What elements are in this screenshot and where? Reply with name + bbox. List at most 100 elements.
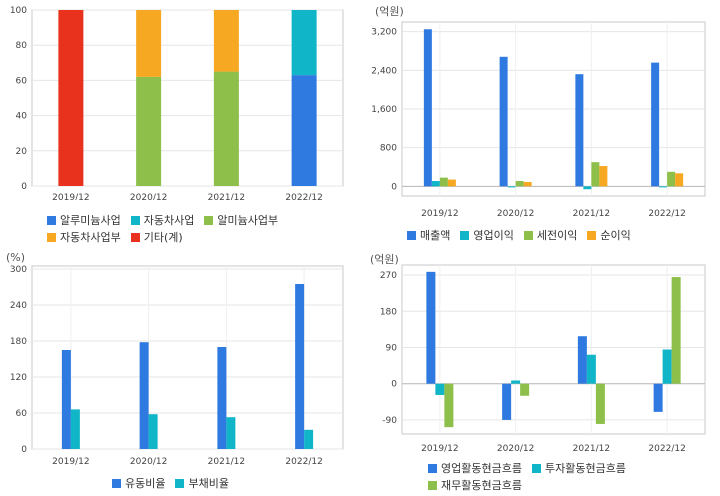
income-unit-label: (억원) — [375, 5, 404, 18]
bar — [599, 166, 608, 187]
bar — [507, 186, 516, 188]
legend-swatch — [460, 231, 470, 240]
y-tick-label: 0 — [391, 182, 397, 192]
bar — [148, 414, 158, 449]
legend-label: 알미늄사업부 — [217, 214, 279, 227]
legend-swatch — [204, 216, 214, 225]
bar — [304, 429, 314, 449]
x-tick-label: 2022/12 — [648, 209, 685, 219]
bar-segment — [58, 10, 84, 186]
x-tick-label: 2020/12 — [497, 209, 534, 219]
legend-item: 부채비율 — [175, 475, 229, 492]
bar — [431, 181, 440, 187]
y-tick-label: 2,400 — [371, 66, 397, 76]
legend-item: 영업활동현금흐름 — [428, 460, 522, 477]
bar — [523, 181, 532, 187]
x-tick-label: 2022/12 — [285, 457, 322, 467]
legend-item: 자동차사업 — [130, 212, 194, 229]
x-tick-label: 2022/12 — [285, 193, 322, 200]
cashflow-unit-label: (억원) — [370, 253, 399, 266]
legend-swatch — [407, 231, 416, 240]
legend-label: 영업활동현금흐름 — [441, 462, 522, 475]
plot-frame — [31, 265, 344, 450]
legend-item: 매출액 — [407, 227, 450, 244]
bar — [139, 342, 149, 449]
bar — [586, 354, 596, 384]
bar — [226, 417, 236, 449]
income-chart: (억원) 0 800 1,600 2,400 3,200 2019/12 2020/12 20… — [360, 0, 720, 245]
plot-frame — [31, 9, 344, 187]
bar — [217, 347, 227, 449]
legend-item: 순이익 — [587, 227, 631, 244]
bar — [423, 29, 432, 187]
legend-label: 부채비율 — [188, 477, 229, 490]
ratio-unit-label: (%) — [6, 251, 26, 264]
bar — [577, 336, 587, 384]
bar-segment — [213, 10, 239, 72]
y-tick-label: 800 — [380, 144, 397, 154]
y-tick-label: 270 — [380, 271, 397, 281]
legend-label: 매출액 — [420, 229, 451, 242]
bar — [583, 186, 592, 190]
legend-swatch — [523, 231, 533, 240]
y-tick-label: 0 — [21, 445, 27, 455]
legend-item: 유동비율 — [112, 475, 165, 492]
bar — [653, 383, 663, 412]
legend-label: 알루미늄사업 — [60, 214, 121, 227]
bar — [675, 173, 684, 187]
y-tick-label: 100 — [10, 6, 27, 16]
cashflow-plot: -90 0 90 180 270 2019/12 2020/12 2021/12 2022/12 — [380, 264, 706, 454]
legend-swatch — [587, 231, 597, 240]
bar — [671, 277, 681, 384]
x-tick-label: 2019/12 — [421, 209, 458, 219]
cashflow-chart: (억원) -90 0 90 180 270 2019/12 2020/12 2021/12 20… — [360, 248, 720, 496]
income-plot: 0 800 1,600 2,400 3,200 2019/12 2020/12 2021/12… — [371, 21, 706, 219]
legend-swatch — [47, 216, 56, 225]
bar-segment — [291, 10, 317, 76]
x-tick-label: 2021/12 — [208, 457, 245, 467]
x-tick-label: 2020/12 — [130, 457, 167, 467]
bar — [61, 350, 71, 449]
bar — [662, 349, 672, 384]
bar — [447, 179, 456, 187]
legend-swatch — [175, 479, 185, 488]
legend-label: 순이익 — [600, 229, 631, 242]
bar — [511, 380, 521, 384]
y-tick-label: 120 — [10, 373, 27, 383]
bar — [499, 56, 508, 187]
y-tick-label: 180 — [380, 307, 397, 317]
legend-item: 자동차사업부 — [47, 229, 121, 246]
legend-swatch — [130, 233, 140, 242]
y-tick-label: 60 — [16, 76, 28, 86]
bar — [591, 162, 600, 187]
bar-segment — [136, 10, 162, 77]
legend-item: 세전이익 — [523, 227, 578, 244]
bar — [295, 284, 305, 449]
bar — [520, 383, 530, 396]
ratio-plot: 0 60 120 180 240 300 2019/12 2020/12 2021/12 2022… — [10, 265, 344, 467]
bar — [426, 271, 436, 384]
y-tick-label: -90 — [382, 416, 397, 426]
legend-swatch — [428, 481, 437, 490]
legend-item: 기타(계) — [130, 229, 183, 246]
ratio-legend: 유동비율 부채비율 — [112, 475, 239, 492]
x-tick-label: 2019/12 — [52, 193, 89, 200]
legend-item: 재무활동현금흐름 — [428, 477, 522, 494]
bar-segment — [291, 75, 317, 186]
bar-segment — [213, 71, 239, 186]
legend-item: 투자활동현금흐름 — [531, 460, 626, 477]
legend-label: 세전이익 — [536, 229, 578, 242]
legend-item: 알루미늄사업 — [47, 212, 121, 229]
y-tick-label: 3,200 — [371, 28, 397, 38]
legend-label: 기타(계) — [143, 231, 183, 244]
x-tick-label: 2021/12 — [208, 193, 245, 200]
bar-segment — [136, 76, 162, 186]
legend-label: 영업이익 — [473, 229, 514, 242]
ratio-chart: (%) 0 60 120 180 240 300 2019/12 2020/12 2021/12… — [0, 248, 356, 496]
legend-swatch — [112, 479, 121, 488]
x-tick-label: 2019/12 — [421, 444, 458, 454]
bar — [595, 383, 605, 424]
bar — [435, 383, 445, 395]
bar — [515, 181, 524, 187]
y-tick-label: 0 — [21, 182, 27, 192]
